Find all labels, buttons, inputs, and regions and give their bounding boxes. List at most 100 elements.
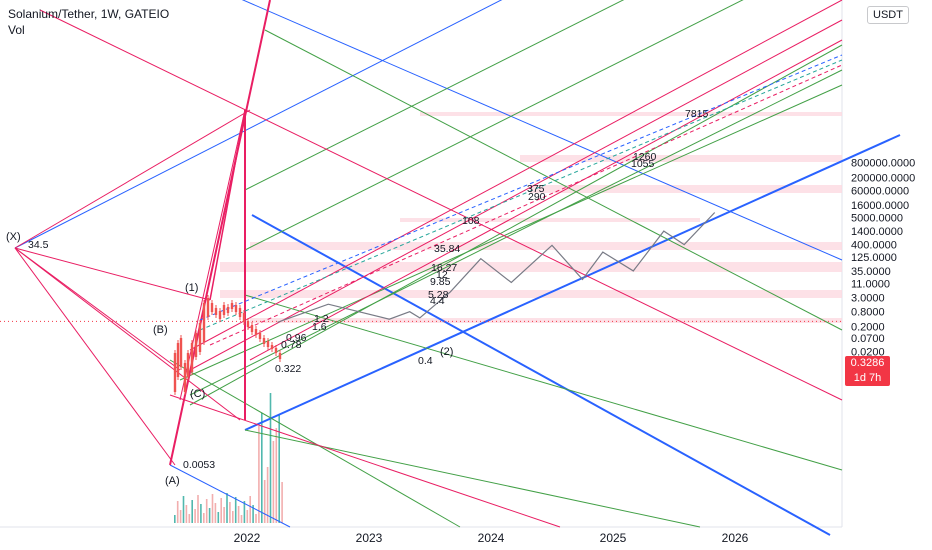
teal-dashed-line bbox=[199, 59, 843, 331]
red-fan-5 bbox=[14, 247, 241, 421]
volume-bar bbox=[223, 507, 225, 523]
red-line-3 bbox=[189, 19, 843, 371]
price-candle bbox=[218, 311, 222, 319]
green-line-8 bbox=[244, 429, 701, 528]
volume-bar bbox=[278, 415, 280, 523]
y-tick-label: 16000.0000 bbox=[851, 200, 909, 212]
volume-bar bbox=[197, 495, 199, 523]
level-label: 1055 bbox=[631, 158, 655, 170]
price-candle bbox=[230, 303, 234, 309]
level-label: 108 bbox=[462, 215, 480, 227]
volume-bar bbox=[211, 494, 214, 523]
volume-bar bbox=[179, 510, 182, 523]
price-candle bbox=[206, 298, 210, 317]
blue-line-down bbox=[251, 214, 831, 536]
price-candle bbox=[258, 333, 262, 339]
y-tick-label: 0.0200 bbox=[851, 347, 885, 359]
red-dashed-line bbox=[209, 64, 843, 346]
volume-bar bbox=[208, 508, 211, 523]
volume-bar bbox=[176, 501, 179, 523]
volume-bar bbox=[261, 413, 263, 523]
volume-bar bbox=[237, 506, 240, 523]
level-label: 12 bbox=[436, 269, 448, 281]
price-candle bbox=[179, 338, 183, 367]
price-candle bbox=[234, 305, 238, 312]
x-tick-label: 2023 bbox=[356, 531, 383, 545]
volume-bar bbox=[252, 505, 254, 523]
red-fan-4 bbox=[14, 247, 181, 371]
target-zone-7 bbox=[220, 290, 842, 298]
volume-bar bbox=[191, 500, 193, 523]
volume-bar bbox=[234, 497, 237, 523]
price-candle bbox=[274, 348, 278, 353]
x-tick-label: 2022 bbox=[234, 531, 261, 545]
level-label: 0.0053 bbox=[183, 459, 215, 471]
wave-label: (B) bbox=[153, 324, 168, 336]
price-candle bbox=[250, 325, 254, 332]
y-tick-label: 5000.0000 bbox=[851, 212, 903, 224]
volume-bar bbox=[200, 504, 202, 523]
volume-bar bbox=[272, 441, 275, 523]
target-zone-3 bbox=[530, 185, 842, 193]
volume-bar bbox=[217, 512, 220, 523]
symbol-title: Solanium/Tether, 1W, GATEIO bbox=[8, 7, 170, 21]
red-fan-2 bbox=[14, 247, 176, 466]
price-candle bbox=[183, 363, 187, 392]
last-price: 0.3286 bbox=[850, 357, 885, 369]
wave-label: (A) bbox=[165, 475, 180, 487]
volume-bar bbox=[174, 515, 176, 523]
volume-bar bbox=[275, 428, 278, 523]
green-line-7 bbox=[244, 294, 843, 471]
target-zone-6 bbox=[220, 262, 842, 272]
target-zone-4 bbox=[400, 218, 700, 222]
green-line-1 bbox=[179, 84, 843, 381]
level-label: 375 bbox=[527, 183, 545, 195]
blue-line-thin bbox=[241, 0, 843, 261]
bar-countdown: 1d 7h bbox=[853, 372, 882, 384]
price-candle bbox=[254, 329, 258, 335]
y-tick-label: 400.0000 bbox=[851, 240, 897, 252]
volume-bar bbox=[185, 505, 188, 523]
red-line-1 bbox=[39, 9, 843, 401]
volume-bar bbox=[232, 511, 234, 523]
wave-label: (X) bbox=[6, 231, 21, 243]
red-line-steep bbox=[169, 0, 271, 466]
volume-label: Vol bbox=[8, 23, 25, 37]
price-candle bbox=[194, 333, 198, 357]
volume-bar bbox=[281, 482, 283, 523]
volume-bar bbox=[205, 499, 208, 523]
volume-bar bbox=[226, 493, 228, 523]
blue-line-upper bbox=[14, 0, 503, 249]
price-candle bbox=[210, 303, 214, 312]
target-zone-1 bbox=[420, 112, 842, 116]
volume-bar bbox=[240, 515, 243, 523]
projection-path bbox=[277, 212, 716, 323]
volume-bar bbox=[220, 498, 222, 523]
level-label: 9.85 bbox=[430, 276, 451, 288]
y-tick-label: 0.0700 bbox=[851, 333, 885, 345]
level-label: 0.322 bbox=[275, 363, 301, 375]
level-label: 35.84 bbox=[434, 243, 460, 255]
price-candle bbox=[242, 313, 246, 322]
price-candle bbox=[270, 345, 274, 349]
level-label: 7815 bbox=[685, 108, 709, 120]
x-tick-label: 2025 bbox=[600, 531, 627, 545]
x-tick-label: 2026 bbox=[722, 531, 749, 545]
volume-bar bbox=[258, 426, 260, 523]
red-fan-3 bbox=[14, 247, 211, 301]
currency-button[interactable]: USDT bbox=[867, 6, 909, 24]
volume-bar bbox=[194, 509, 196, 523]
volume-bar bbox=[214, 503, 217, 523]
red-line-5 bbox=[169, 394, 561, 528]
volume-bar bbox=[229, 502, 231, 523]
level-label: 1.2 bbox=[314, 313, 329, 325]
y-tick-label: 800000.0000 bbox=[851, 158, 915, 170]
red-line-link bbox=[209, 109, 246, 301]
volume-bar bbox=[203, 513, 205, 523]
price-candle bbox=[278, 353, 282, 359]
price-candle bbox=[222, 305, 226, 315]
green-line-3 bbox=[244, 0, 744, 251]
wave-label: (1) bbox=[185, 282, 198, 294]
